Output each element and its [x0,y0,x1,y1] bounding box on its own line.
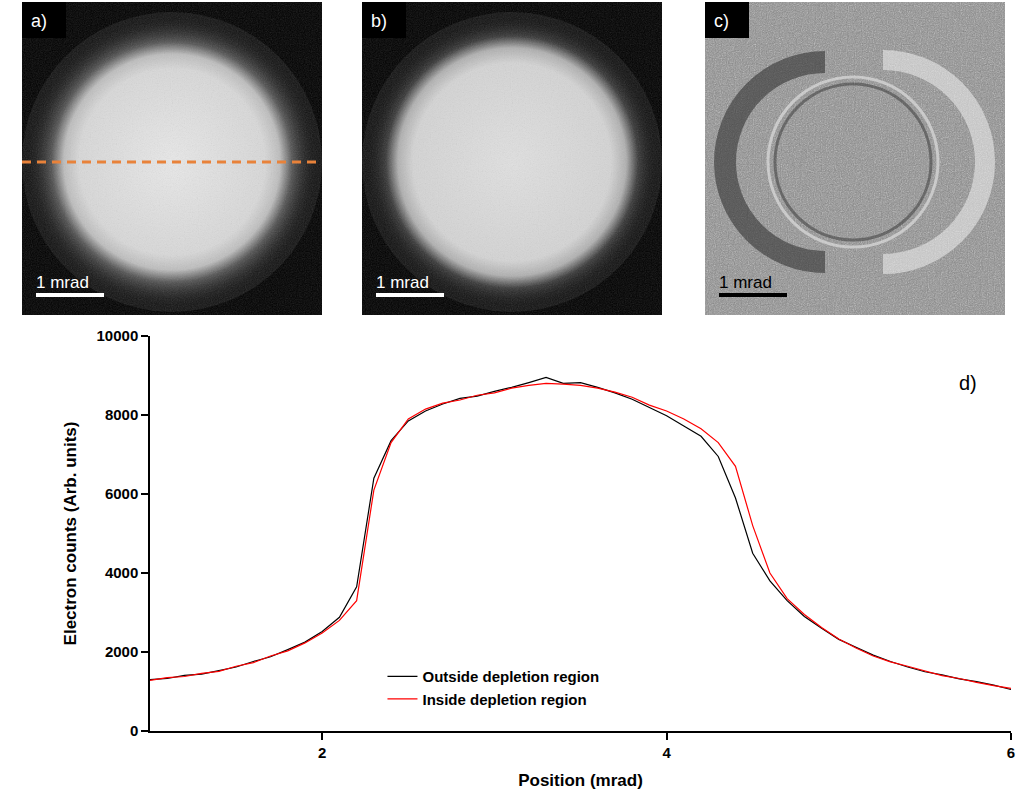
svg-text:c): c) [714,11,729,31]
svg-text:1 mrad: 1 mrad [719,273,772,292]
svg-text:2000: 2000 [105,643,138,660]
svg-text:0: 0 [130,722,138,739]
svg-text:Electron counts (Arb. units): Electron counts (Arb. units) [61,422,80,646]
svg-text:1 mrad: 1 mrad [376,273,429,292]
svg-text:Position (mrad): Position (mrad) [518,771,643,790]
svg-text:6: 6 [1007,744,1015,761]
svg-text:6000: 6000 [105,485,138,502]
svg-text:10000: 10000 [97,327,139,344]
svg-text:a): a) [31,11,47,31]
svg-text:4000: 4000 [105,564,138,581]
svg-text:b): b) [371,11,387,31]
svg-text:4: 4 [662,744,671,761]
svg-text:1 mrad: 1 mrad [36,273,89,292]
svg-text:Inside depletion region: Inside depletion region [422,691,586,708]
svg-text:8000: 8000 [105,406,138,423]
svg-text:2: 2 [318,744,326,761]
svg-text:Outside depletion region: Outside depletion region [422,668,599,685]
svg-text:d): d) [959,372,977,394]
